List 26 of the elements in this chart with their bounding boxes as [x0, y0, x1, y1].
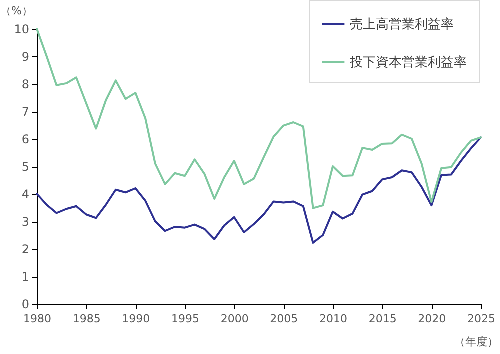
- y-tick-label: 4: [22, 188, 30, 202]
- y-tick-label: 3: [22, 215, 30, 229]
- y-tick-label: 8: [22, 78, 30, 92]
- legend-label: 売上高営業利益率: [350, 16, 454, 32]
- y-tick-label: 2: [22, 242, 30, 256]
- x-tick-label: 2020: [418, 312, 446, 326]
- x-tick-label: 1990: [122, 312, 150, 326]
- x-tick-label: 2000: [220, 312, 249, 326]
- y-tick-label: 0: [22, 298, 30, 312]
- x-tick-label: 2010: [320, 312, 348, 326]
- x-tick-label: 2025: [468, 312, 496, 326]
- y-tick-label: 9: [22, 50, 30, 64]
- x-tick-label: 1985: [72, 312, 101, 326]
- y-axis-title: （%）: [0, 4, 33, 18]
- x-axis-title: （年度）: [454, 336, 498, 348]
- y-tick-label: 7: [22, 105, 30, 119]
- y-tick-label: 5: [22, 160, 30, 174]
- y-tick-label: 6: [22, 132, 30, 146]
- x-tick-label: 1980: [24, 312, 52, 326]
- legend-label: 投下資本営業利益率: [349, 54, 467, 70]
- x-tick-label: 2015: [368, 312, 397, 326]
- y-tick-label: 1: [22, 270, 30, 284]
- line-series: [36, 136, 482, 244]
- y-tick-label: 10: [14, 22, 30, 36]
- x-tick-label: 2005: [270, 312, 298, 326]
- x-tick-label: 1995: [172, 312, 200, 326]
